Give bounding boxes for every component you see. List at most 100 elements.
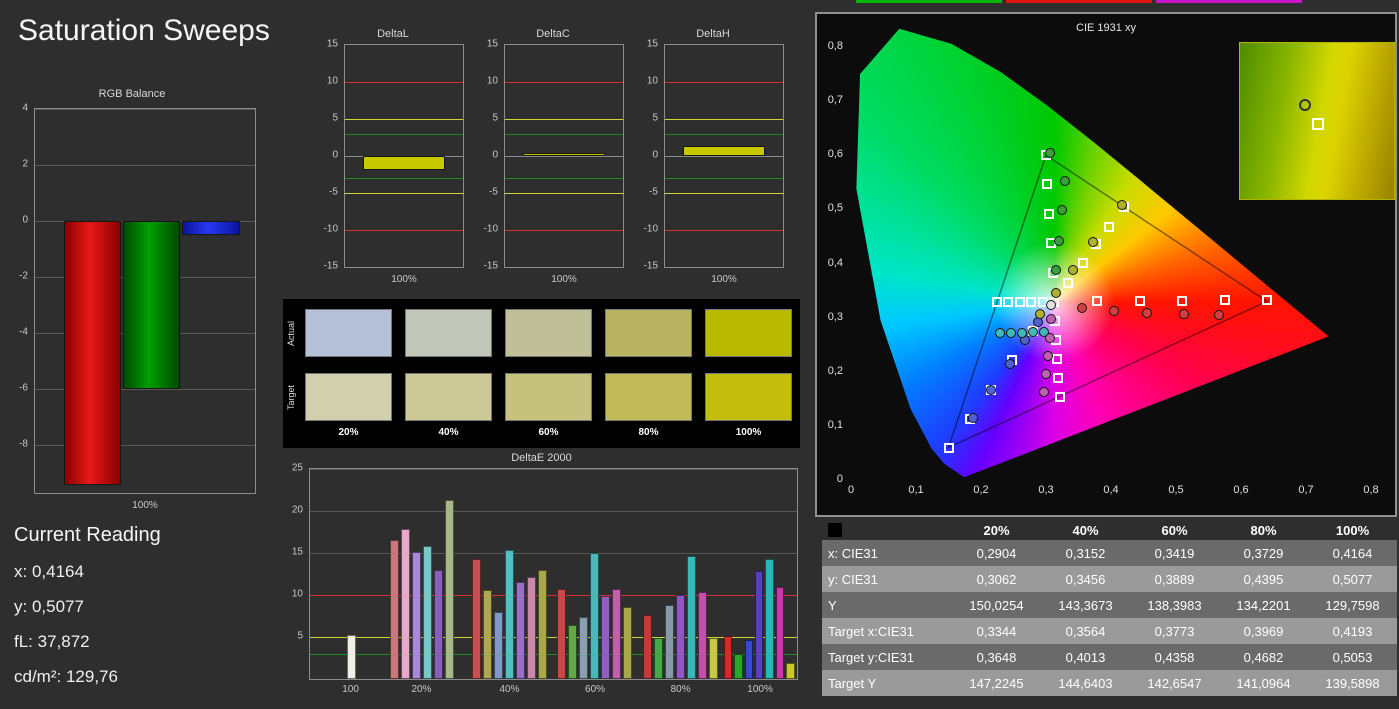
value-cell: 0,3729 bbox=[1243, 545, 1284, 561]
y-tick-label: 15 bbox=[646, 38, 658, 50]
group-label: 80% bbox=[670, 684, 691, 695]
target-point-magenta bbox=[1054, 391, 1065, 402]
y-tick-label: 0,7 bbox=[827, 94, 843, 107]
delta-c-y-axis: 15 10 5 0 -5 -10 -15 bbox=[478, 39, 502, 272]
deltae-bar bbox=[494, 611, 504, 679]
reference-line bbox=[345, 82, 463, 83]
table-header-row: 20% 40% 60% 80% 100% bbox=[822, 520, 1397, 540]
value-cell: 0,3564 bbox=[1065, 623, 1106, 639]
deltae2000-y-axis: 5 10 15 20 25 bbox=[283, 463, 307, 680]
measured-point-cyan bbox=[1005, 327, 1016, 338]
value-cell: 139,5898 bbox=[1325, 675, 1380, 691]
value-cell: 0,4358 bbox=[1154, 649, 1195, 665]
delta-c-title: DeltaC bbox=[536, 28, 570, 40]
y-tick-label: 10 bbox=[291, 588, 303, 600]
measured-point-yellow bbox=[1068, 264, 1079, 275]
y-tick-label: 0 bbox=[836, 473, 843, 485]
corner-marker bbox=[828, 523, 842, 537]
reading-fl-label: fL: bbox=[14, 632, 33, 651]
target-point-yellow bbox=[1063, 277, 1074, 288]
cie-chart-title: CIE 1931 xy bbox=[1076, 22, 1136, 34]
value-cell: 143,3673 bbox=[1058, 597, 1113, 613]
delta-h-title: DeltaH bbox=[696, 28, 730, 40]
tab-green[interactable] bbox=[856, 0, 1002, 3]
table-row: y: CIE31 0,3062 0,3456 0,3889 0,4395 0,5077 bbox=[822, 566, 1397, 592]
y-tick-label: -15 bbox=[483, 260, 498, 272]
table-row: x: CIE31 0,2904 0,3152 0,3419 0,3729 0,4164 bbox=[822, 540, 1397, 566]
target-point-cyan bbox=[1003, 296, 1014, 307]
value-cell: 0,5077 bbox=[1332, 571, 1373, 587]
y-tick-label: 5 bbox=[652, 112, 658, 124]
value-cell: 0,5053 bbox=[1332, 649, 1373, 665]
value-cell: 0,3648 bbox=[976, 649, 1017, 665]
deltae-bar bbox=[557, 589, 567, 679]
deltae-bar bbox=[579, 616, 589, 679]
measured-point-red bbox=[1141, 308, 1152, 319]
actual-swatch bbox=[505, 309, 592, 357]
deltae-bar bbox=[642, 615, 652, 679]
y-tick-label: 15 bbox=[326, 38, 338, 50]
tab-red[interactable] bbox=[1006, 0, 1152, 3]
measured-point-blue bbox=[986, 385, 997, 396]
measured-point-red bbox=[1077, 302, 1088, 313]
reference-line bbox=[310, 595, 797, 596]
actual-swatch bbox=[405, 309, 492, 357]
actual-row-label: Actual bbox=[286, 320, 296, 346]
reading-x-value: 0,4164 bbox=[31, 562, 84, 581]
measured-point-blue bbox=[968, 413, 979, 424]
group-label: 40% bbox=[499, 684, 520, 695]
actual-swatch bbox=[705, 309, 792, 357]
bar-group bbox=[468, 469, 551, 679]
y-tick-label: -10 bbox=[643, 223, 658, 235]
target-swatch bbox=[305, 373, 392, 421]
delta-h-chart: DeltaH 15 10 5 0 -5 -10 -15 100% bbox=[638, 28, 788, 296]
inset-measured-marker bbox=[1298, 99, 1311, 112]
measured-point-green bbox=[1054, 235, 1064, 246]
y-tick-label: -5 bbox=[489, 186, 498, 198]
deltae-bar bbox=[401, 529, 410, 679]
reference-line bbox=[665, 133, 783, 135]
value-cell: 0,3889 bbox=[1154, 571, 1195, 587]
delta-bar bbox=[362, 156, 446, 171]
deltae-bar bbox=[472, 558, 482, 679]
measured-point-blue bbox=[1004, 358, 1015, 369]
delta-l-chart: DeltaL 15 10 5 0 -5 -10 -15 100% bbox=[318, 28, 468, 296]
column-header: 20% bbox=[983, 522, 1010, 538]
tab-magenta[interactable] bbox=[1156, 0, 1302, 3]
deltae-bar bbox=[390, 539, 399, 679]
reference-line bbox=[310, 653, 797, 655]
measured-point-red bbox=[1108, 306, 1119, 317]
reading-fl: fL: 37,872 bbox=[14, 632, 161, 652]
group-label: 20% bbox=[411, 684, 432, 695]
reference-line bbox=[505, 178, 623, 180]
value-cell: 0,2904 bbox=[976, 545, 1017, 561]
delta-h-y-axis: 15 10 5 0 -5 -10 -15 bbox=[638, 39, 662, 272]
gridline bbox=[35, 109, 255, 110]
measured-point-cyan bbox=[1028, 327, 1038, 338]
target-point-magenta bbox=[1052, 353, 1063, 364]
y-tick-label: -8 bbox=[19, 438, 28, 450]
deltae-bar bbox=[765, 558, 774, 679]
target-point-cyan bbox=[1015, 296, 1025, 307]
group-label: 60% bbox=[585, 684, 606, 695]
rgb-bar-blue bbox=[182, 221, 240, 236]
target-point-yellow bbox=[1103, 221, 1114, 232]
reference-line bbox=[505, 156, 623, 157]
swatch-column-labels: 20% 40% 60% 80% 100% bbox=[305, 427, 792, 438]
reference-line bbox=[345, 178, 463, 180]
value-cell: 0,3062 bbox=[976, 571, 1017, 587]
gridline bbox=[310, 511, 797, 512]
x-tick-label: 0,5 bbox=[1168, 484, 1184, 496]
bar-group bbox=[639, 469, 722, 679]
deltae-bar bbox=[653, 637, 663, 679]
deltae-bar bbox=[423, 546, 432, 679]
target-row-label: Target bbox=[286, 384, 296, 410]
y-tick-label: -5 bbox=[649, 186, 658, 198]
reading-cdm2-value: 129,76 bbox=[65, 667, 118, 686]
target-point-red bbox=[1176, 295, 1187, 306]
y-tick-label: 0,3 bbox=[827, 310, 843, 323]
reference-line bbox=[665, 119, 783, 120]
y-tick-label: 0,6 bbox=[827, 148, 843, 161]
delta-c-plot bbox=[504, 44, 624, 268]
target-point-blue bbox=[943, 442, 954, 453]
